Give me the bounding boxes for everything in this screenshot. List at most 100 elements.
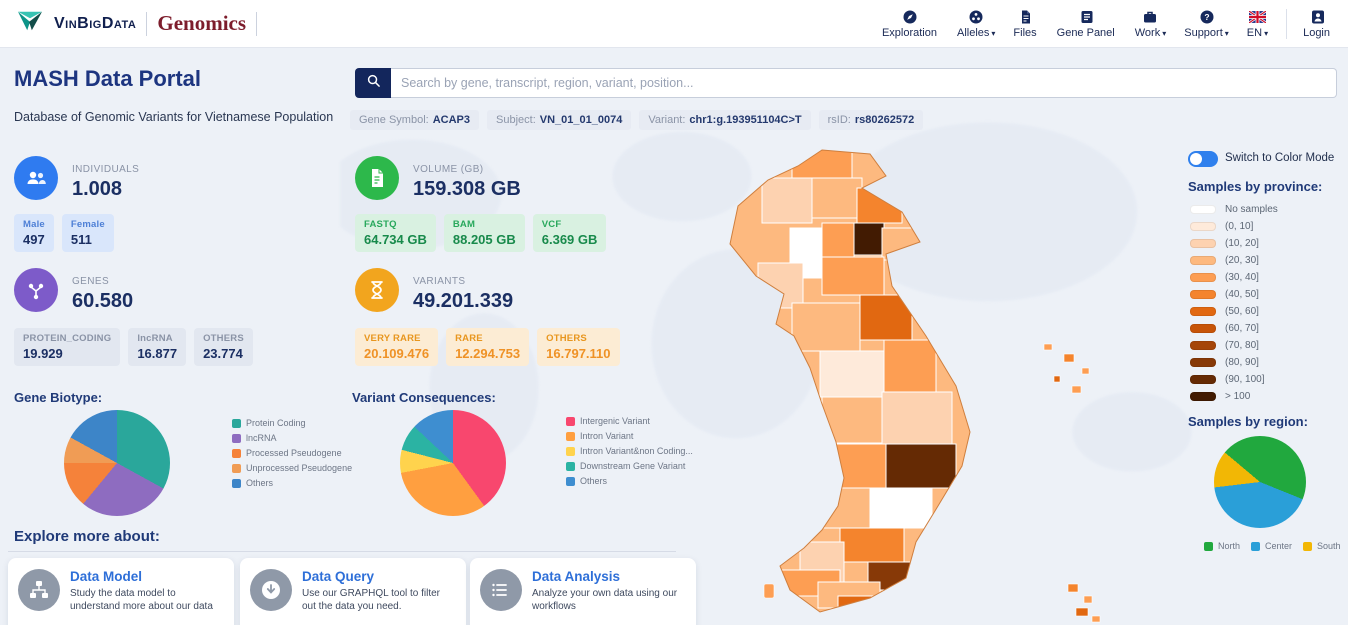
- nav-item-exploration[interactable]: Exploration: [882, 9, 939, 39]
- legend-item: Protein Coding: [232, 418, 352, 428]
- bam-chip: BAM 88.205 GB: [443, 214, 525, 252]
- data-model-card[interactable]: Data Model Study the data model to under…: [8, 558, 234, 625]
- nav-item-language[interactable]: EN ▾: [1247, 9, 1268, 39]
- legend-swatch: [566, 446, 575, 456]
- alleles-icon: [968, 9, 984, 25]
- nav-item-alleles[interactable]: Alleles ▾: [957, 9, 995, 39]
- region-legend: North Center South: [1204, 541, 1341, 551]
- file-type-chips: FASTQ 64.734 GB BAM 88.205 GB VCF 6.369 …: [355, 214, 607, 252]
- vinbigdata-logo: [16, 9, 44, 38]
- example-chip-gene-symbol[interactable]: Gene Symbol: ACAP3: [350, 110, 479, 130]
- legend-swatch: [1190, 256, 1216, 265]
- legend-item: Processed Pseudogene: [232, 448, 352, 458]
- variant-rarity-chips: VERY RARE 20.109.476 RARE 12.294.753 OTH…: [355, 328, 620, 366]
- gender-chips: Male 497 Female 511: [14, 214, 114, 252]
- province-legend-item: (60, 70]: [1190, 320, 1278, 337]
- variant-consequences-title: Variant Consequences:: [352, 390, 496, 405]
- province-legend-item: (90, 100]: [1190, 371, 1278, 388]
- card-title: Data Model: [70, 569, 143, 584]
- card-title: Data Analysis: [532, 569, 621, 584]
- gene-biotype-pie-chart: [64, 410, 170, 516]
- gene-others-chip: OTHERS 23.774: [194, 328, 253, 366]
- province-patch: [791, 302, 861, 352]
- province-legend-item: (20, 30]: [1190, 252, 1278, 269]
- volume-icon: [355, 156, 399, 200]
- province-legend-item: (80, 90]: [1190, 354, 1278, 371]
- variant-consequences-pie-chart: [400, 410, 506, 516]
- work-icon: [1142, 9, 1158, 25]
- vietnam-choropleth-map[interactable]: [672, 138, 1122, 625]
- individuals-value: 1.008: [72, 178, 123, 200]
- toggle-knob: [1190, 153, 1202, 165]
- variant-consequences-legend: Intergenic Variant Intron Variant Intron…: [566, 416, 693, 491]
- lncrna-chip: lncRNA 16.877: [128, 328, 187, 366]
- legend-item: Center: [1251, 541, 1292, 551]
- island: [1081, 367, 1090, 375]
- caret-down-icon: ▾: [991, 28, 996, 38]
- island: [1043, 343, 1053, 351]
- nav-item-files[interactable]: Files: [1013, 9, 1038, 39]
- nav-item-gene-panel[interactable]: Gene Panel: [1057, 9, 1117, 39]
- volume-label: VOLUME (GB): [413, 164, 484, 175]
- legend-swatch: [1190, 392, 1216, 401]
- province-legend-item: (40, 50]: [1190, 286, 1278, 303]
- province-legend: No samples (0, 10] (10, 20] (20, 30] (30…: [1190, 201, 1278, 405]
- legend-item: Intron Variant&non Coding...: [566, 446, 693, 456]
- province-patch: [757, 262, 804, 309]
- province-patch: [819, 350, 885, 398]
- province-patch: [885, 443, 957, 489]
- brand-separator: [256, 11, 258, 36]
- color-mode-toggle[interactable]: [1188, 151, 1218, 167]
- legend-swatch: [1190, 358, 1216, 367]
- island: [1071, 385, 1082, 394]
- province-legend-item: (30, 40]: [1190, 269, 1278, 286]
- gene-biotype-chips: PROTEIN_CODING 19.929 lncRNA 16.877 OTHE…: [14, 328, 253, 366]
- island: [1067, 583, 1079, 593]
- data-analysis-card[interactable]: Data Analysis Analyze your own data usin…: [470, 558, 696, 625]
- province-patch: [867, 487, 933, 529]
- brand-lockup: VinBigData Genomics: [16, 9, 258, 38]
- province-patch: [881, 227, 923, 261]
- province-legend-item: (70, 80]: [1190, 337, 1278, 354]
- legend-swatch: [1190, 324, 1216, 333]
- island: [1063, 353, 1075, 363]
- legend-item: Others: [566, 476, 693, 486]
- search-button[interactable]: [355, 68, 391, 98]
- card-description: Analyze your own data using our workflow…: [532, 588, 678, 612]
- card-title: Data Query: [302, 569, 375, 584]
- female-chip: Female 511: [61, 214, 114, 252]
- brand-name: VinBigData: [54, 14, 137, 32]
- color-mode-toggle-label: Switch to Color Mode: [1225, 152, 1335, 164]
- example-chip-variant[interactable]: Variant: chr1:g.193951104C>T: [639, 110, 811, 130]
- legend-swatch: [1190, 205, 1216, 214]
- search-examples: Gene Symbol: ACAP3 Subject: VN_01_01_0074 …: [350, 110, 924, 130]
- nav-item-work[interactable]: Work ▾: [1135, 9, 1166, 39]
- data-analysis-icon: [480, 569, 522, 611]
- caret-down-icon: ▾: [1224, 28, 1229, 38]
- island-group: [763, 343, 1101, 623]
- province-legend-item: (10, 20]: [1190, 235, 1278, 252]
- legend-swatch: [566, 461, 575, 471]
- data-model-icon: [18, 569, 60, 611]
- island: [763, 583, 775, 599]
- nav-item-login[interactable]: Login: [1286, 8, 1332, 39]
- province-patch: [817, 487, 871, 529]
- search-input[interactable]: [391, 68, 1337, 98]
- example-chip-subject[interactable]: Subject: VN_01_01_0074: [487, 110, 632, 130]
- product-name: Genomics: [157, 11, 247, 35]
- brand-separator: [146, 11, 148, 36]
- legend-swatch: [1303, 541, 1313, 551]
- legend-item: North: [1204, 541, 1240, 551]
- example-chip-rsid[interactable]: rsID: rs80262572: [818, 110, 924, 130]
- nav-item-support[interactable]: ? Support ▾: [1184, 9, 1229, 39]
- very-rare-chip: VERY RARE 20.109.476: [355, 328, 439, 366]
- province-patch: [853, 222, 885, 256]
- individuals-icon: [14, 156, 58, 200]
- island: [1053, 375, 1061, 383]
- province-patch: [821, 396, 885, 444]
- gene-biotype-legend: Protein Coding lncRNA Processed Pseudoge…: [232, 418, 352, 493]
- data-query-card[interactable]: Data Query Use our GRAPHQL tool to filte…: [240, 558, 466, 625]
- province-legend-item: (0, 10]: [1190, 218, 1278, 235]
- legend-swatch: [1204, 541, 1213, 551]
